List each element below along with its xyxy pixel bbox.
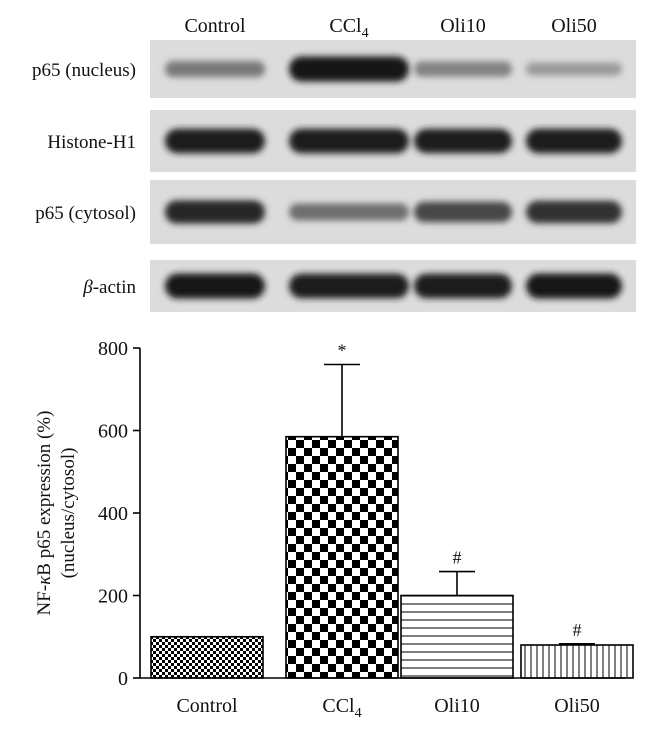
- x-tick-label-subscript: 4: [355, 706, 362, 721]
- blot-row: β-actin: [82, 260, 636, 312]
- blot-row-label: β-actin: [82, 277, 136, 298]
- blot-band: [289, 128, 409, 154]
- blot-band: [526, 62, 622, 76]
- blot-band: [289, 273, 409, 299]
- lane-label-text: Control: [184, 15, 246, 37]
- y-tick-label: 800: [98, 338, 128, 360]
- bar: [150, 635, 264, 679]
- blot-row-label-text: -actin: [93, 277, 137, 298]
- y-tick-labels: 0 200 400 600 800: [98, 338, 140, 690]
- western-blot-panel: Control CCl4 Oli10 Oli50 p65 (nucleus) Histo…: [32, 15, 636, 312]
- y-axis-label-line1: NF-κB p65 expression (%): [34, 411, 55, 616]
- lane-label: CCl4: [329, 15, 368, 41]
- blot-row-label: p65 (nucleus): [32, 60, 136, 81]
- blot-band: [165, 128, 265, 154]
- blot-band: [414, 201, 512, 223]
- bar: [400, 594, 514, 679]
- blot-row-label: p65 (cytosol): [35, 203, 136, 224]
- blot-band: [165, 60, 265, 78]
- y-axis-label-line2: (nucleus/cytosol): [58, 448, 79, 579]
- blot-band: [414, 61, 512, 77]
- significance-markers: * # #: [338, 341, 582, 640]
- y-tick-label: 400: [98, 503, 128, 525]
- blot-row: p65 (cytosol): [35, 180, 636, 244]
- lane-label-subscript: 4: [362, 26, 369, 41]
- x-tick-label-text: Control: [176, 695, 238, 717]
- blot-band: [289, 203, 409, 221]
- y-tick-label: 200: [98, 586, 128, 608]
- blot-band: [526, 273, 622, 299]
- blot-row: p65 (nucleus): [32, 40, 636, 98]
- lane-label-text: CCl: [329, 15, 362, 37]
- blot-band: [165, 273, 265, 299]
- x-tick-label: Control: [176, 695, 238, 717]
- y-tick-label: 600: [98, 421, 128, 443]
- blot-row-label-greek: β: [82, 277, 93, 298]
- significance-marker: #: [453, 548, 462, 568]
- blot-band: [414, 273, 512, 299]
- x-tick-label: Oli50: [554, 695, 600, 717]
- x-tick-label-text: Oli10: [434, 695, 480, 717]
- lane-label-text: Oli10: [440, 15, 486, 37]
- lane-label-text: Oli50: [551, 15, 597, 37]
- lane-headers: Control CCl4 Oli10 Oli50: [184, 15, 596, 41]
- blot-band: [526, 200, 622, 224]
- x-tick-label-text: CCl: [322, 695, 355, 717]
- blot-band: [526, 128, 622, 154]
- blot-row: Histone-H1: [47, 110, 636, 172]
- error-bars: [324, 363, 595, 645]
- blot-rows: p65 (nucleus) Histone-H1 p65 (cytosol) β-ac…: [32, 40, 636, 312]
- lane-label: Control: [184, 15, 246, 37]
- bar: [520, 644, 634, 679]
- significance-marker: *: [338, 341, 347, 361]
- bars: [150, 435, 634, 679]
- x-tick-label-text: Oli50: [554, 695, 600, 717]
- lane-label: Oli10: [440, 15, 486, 37]
- blot-row-label: Histone-H1: [47, 132, 136, 153]
- significance-marker: #: [573, 620, 582, 640]
- blot-band: [289, 56, 409, 82]
- x-tick-labels: Control CCl4 Oli10 Oli50: [176, 695, 599, 721]
- lane-label: Oli50: [551, 15, 597, 37]
- y-tick-label: 0: [118, 668, 128, 690]
- blot-band: [414, 128, 512, 154]
- blot-band: [165, 200, 265, 224]
- x-tick-label: Oli10: [434, 695, 480, 717]
- x-tick-label: CCl4: [322, 695, 361, 721]
- bar: [285, 435, 399, 679]
